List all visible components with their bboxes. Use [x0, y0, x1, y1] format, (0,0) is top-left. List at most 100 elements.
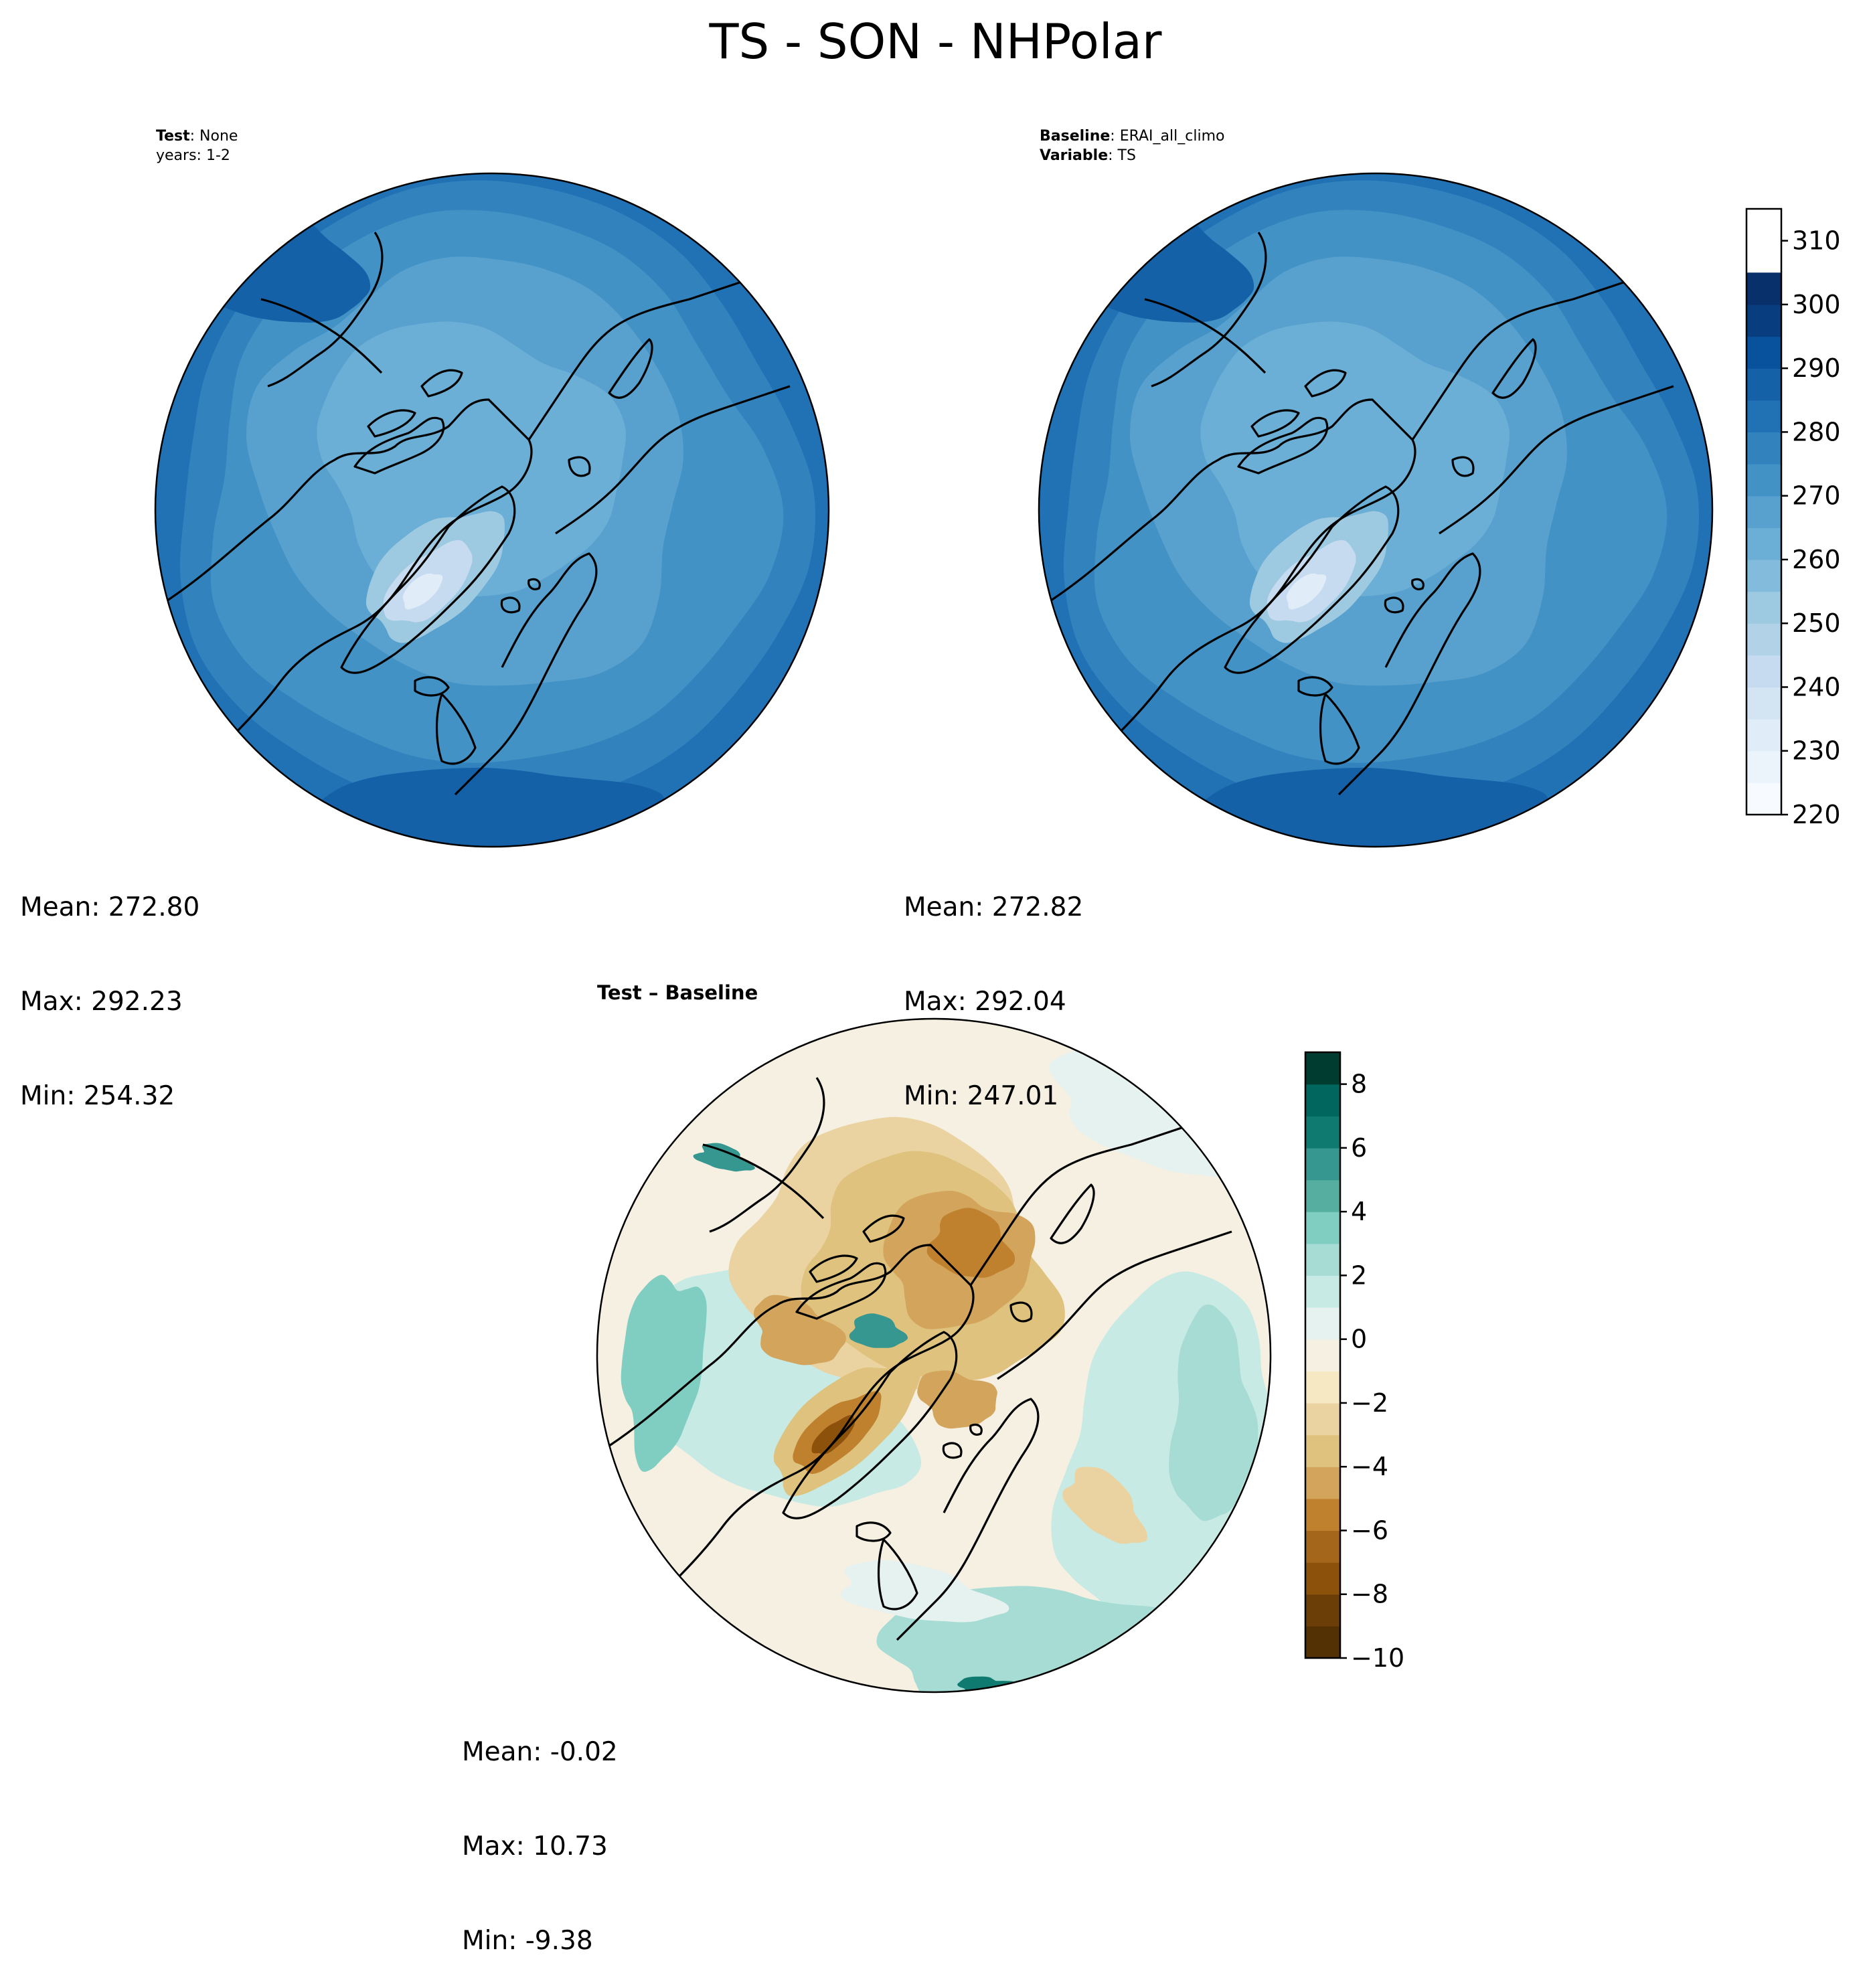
colorbar-tick-label: 220 [1792, 800, 1841, 829]
coastline [1384, 596, 1404, 614]
variable-label: Variable [1040, 147, 1109, 164]
coastline [353, 416, 445, 475]
coastline [942, 1442, 963, 1459]
test-stats: Mean: 272.80 Max: 292.23 Min: 254.32 [20, 829, 199, 1143]
colorbar-segment [1305, 1562, 1340, 1595]
difference-test-label: Test [597, 981, 642, 1004]
contour-band [1169, 1304, 1258, 1521]
contour-band [917, 1370, 997, 1429]
figure-title: TS - SON - NHPolar [709, 13, 1162, 70]
baseline-map [1038, 172, 1714, 848]
contour-band [693, 1143, 755, 1172]
contour-band [849, 1313, 908, 1348]
colorbar-tick-label: 240 [1792, 672, 1841, 701]
map-field [1039, 173, 1712, 847]
difference-colorbar: −10 −8 −6 −4 −2 0 2 4 6 8 [1304, 1051, 1404, 1673]
colorbar-segment [1746, 591, 1781, 624]
colorbar-segment [1746, 464, 1781, 497]
colorbar-tick-label: 300 [1792, 290, 1841, 319]
colorbar-tick-label: −8 [1351, 1580, 1388, 1609]
colorbar-segment [1746, 719, 1781, 752]
difference-map [596, 1017, 1272, 1693]
colorbar-segment [1305, 1116, 1340, 1149]
colorbar-frame [1745, 208, 1783, 816]
contour-band [402, 573, 443, 610]
difference-stats: Mean: -0.02 Max: 10.73 Min: -9.38 [462, 1673, 618, 1988]
test-panel-header: Test: None years: 1-2 [156, 127, 238, 165]
baseline-separator: : [1110, 128, 1120, 145]
baseline-case-name: ERAI_all_climo [1119, 128, 1225, 145]
coastline [420, 369, 463, 398]
difference-separator: – [641, 981, 665, 1004]
colorbar-segment [1746, 623, 1781, 656]
coastline [414, 676, 450, 697]
map-boundary [596, 1017, 1272, 1693]
colorbar-tick-label: 6 [1351, 1133, 1367, 1163]
test-min: Min: 254.32 [20, 1081, 175, 1111]
colorbar-tick-label: 250 [1792, 608, 1841, 638]
difference-mean: Mean: -0.02 [462, 1737, 618, 1767]
map-field [597, 1019, 1271, 1692]
baseline-label: Baseline [1040, 128, 1111, 145]
colorbar-segment [1305, 1434, 1340, 1467]
coastline [969, 1123, 1192, 1286]
ts-colorbar: 220 230 240 250 260 270 280 290 300 310 [1745, 208, 1841, 829]
colorbar-tick-label: 2 [1351, 1260, 1367, 1290]
colorbar-segment [1746, 495, 1781, 528]
colorbar-segment [1305, 1626, 1340, 1659]
coastline [500, 596, 521, 614]
test-case-name: None [199, 128, 238, 145]
coastline [167, 398, 533, 749]
coastline [1151, 232, 1267, 388]
colorbar-segment [1305, 1275, 1340, 1308]
coastline [608, 1244, 975, 1594]
contour-band [155, 177, 371, 323]
contour-band [317, 321, 627, 597]
test-map [154, 172, 830, 848]
test-separator: : [189, 128, 200, 145]
colorbar-segment [1746, 272, 1781, 305]
colorbar-tick-label: 4 [1351, 1197, 1367, 1226]
baseline-max: Max: 292.04 [904, 987, 1066, 1017]
colorbar-segment [1305, 1179, 1340, 1212]
coastline [997, 1230, 1232, 1380]
colorbar-segment [1746, 432, 1781, 465]
colorbar-segment [1305, 1307, 1340, 1340]
colorbar-segment [1746, 687, 1781, 720]
colorbar-segment [1746, 527, 1781, 560]
colorbar-tick-label: 270 [1792, 481, 1841, 511]
colorbar-segment [1746, 750, 1781, 783]
colorbar-segment [1746, 559, 1781, 592]
coastline [1319, 693, 1360, 765]
colorbar-segment [1746, 304, 1781, 337]
coastline [435, 693, 477, 765]
coastline [856, 1521, 892, 1542]
contour-band [1039, 177, 1254, 323]
coastline [1237, 416, 1329, 475]
colorbar-segment [1305, 1147, 1340, 1181]
coastline [709, 1077, 825, 1233]
colorbar-segment [1746, 400, 1781, 433]
colorbar-segment [1305, 1371, 1340, 1404]
coastline [795, 1262, 887, 1320]
coastline [809, 1254, 858, 1283]
baseline-min: Min: 247.01 [904, 1081, 1059, 1111]
test-label: Test [156, 128, 190, 145]
coastline [1304, 369, 1347, 398]
difference-max: Max: 10.73 [462, 1831, 608, 1861]
difference-min: Min: -9.38 [462, 1926, 593, 1956]
coastline [1224, 485, 1400, 674]
coastline [1491, 338, 1537, 399]
colorbar-tick-label: 290 [1792, 353, 1841, 383]
colorbar-segment [1305, 1402, 1340, 1436]
baseline-mean: Mean: 272.82 [904, 892, 1084, 922]
contour-band [313, 768, 665, 847]
colorbar-segment [1746, 336, 1781, 369]
coastline [260, 298, 383, 374]
colorbar-segment [1305, 1243, 1340, 1276]
coastline [555, 385, 791, 535]
colorbar-segment [1305, 1339, 1340, 1372]
colorbar-segment [1305, 1084, 1340, 1116]
contour-band [1062, 1467, 1148, 1544]
colorbar-tick-label: 8 [1351, 1070, 1367, 1099]
